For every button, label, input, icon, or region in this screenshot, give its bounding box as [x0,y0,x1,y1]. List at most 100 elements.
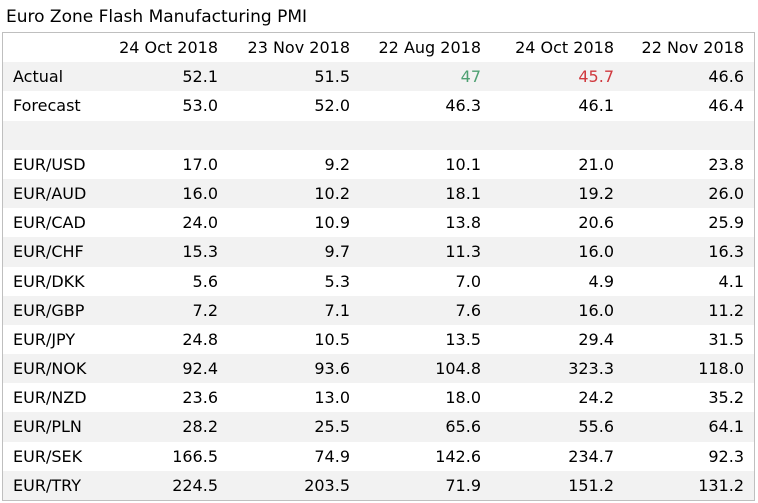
value-cell [489,121,619,150]
value-cell: 25.5 [314,417,350,437]
table-row: EUR/NZD 23.6 13.0 18.0 24.2 35.2 [3,383,754,412]
row-label: EUR/NZD [13,388,87,408]
value-cell: 7.0 [455,271,481,291]
row-label: EUR/CAD [13,213,86,233]
value-cell: 71.9 [445,475,481,495]
value-cell: 23.8 [708,154,744,174]
value-cell: 10.2 [314,183,350,203]
row-label: Actual [13,67,64,87]
table-row: Forecast 53.0 52.0 46.3 46.1 46.4 [3,91,754,120]
table-row: Actual 52.1 51.5 47 45.7 46.6 [3,62,754,92]
column-header: 24 Oct 2018 [119,38,218,57]
value-cell: 46.6 [708,67,744,87]
value-cell [356,121,489,150]
value-cell [619,121,754,150]
table-row: EUR/USD 17.0 9.2 10.1 21.0 23.8 [3,150,754,179]
value-cell: 29.4 [578,329,614,349]
value-cell: 104.8 [435,359,481,379]
value-cell: 17.0 [182,154,218,174]
value-cell: 24.2 [578,388,614,408]
value-cell: 20.6 [578,213,614,233]
value-cell: 203.5 [304,475,350,495]
value-cell: 16.0 [578,300,614,320]
value-cell: 92.3 [708,446,744,466]
value-cell: 28.2 [182,417,218,437]
value-cell: 51.5 [314,67,350,87]
value-cell: 4.9 [588,271,614,291]
row-label: EUR/CHF [13,242,84,262]
value-cell: 47 [460,67,481,87]
value-cell: 9.2 [324,154,350,174]
value-cell: 224.5 [172,475,218,495]
value-cell: 26.0 [708,183,744,203]
row-label: EUR/TRY [13,475,81,495]
value-cell: 10.5 [314,329,350,349]
value-cell: 15.3 [182,242,218,262]
value-cell: 10.1 [445,154,481,174]
value-cell: 35.2 [708,388,744,408]
table-row: EUR/PLN 28.2 25.5 65.6 55.6 64.1 [3,412,754,442]
table-title: Euro Zone Flash Manufacturing PMI [6,7,308,27]
header-corner-cell [3,33,93,62]
value-cell: 234.7 [568,446,614,466]
row-label: EUR/USD [13,154,86,174]
table-row: EUR/CHF 15.3 9.7 11.3 16.0 16.3 [3,237,754,267]
value-cell: 52.0 [314,96,350,116]
table-row: EUR/DKK 5.6 5.3 7.0 4.9 4.1 [3,267,754,296]
value-cell: 53.0 [182,96,218,116]
table-row: EUR/AUD 16.0 10.2 18.1 19.2 26.0 [3,178,754,209]
column-header: 22 Aug 2018 [378,38,482,57]
column-header: 23 Nov 2018 [247,38,350,57]
row-label: EUR/DKK [13,271,85,291]
value-cell: 11.2 [708,300,744,320]
value-cell: 166.5 [172,446,218,466]
value-cell: 118.0 [698,359,744,379]
table-row: EUR/CAD 24.0 10.9 13.8 20.6 25.9 [3,208,754,237]
value-cell: 46.4 [708,96,744,116]
value-cell: 65.6 [445,417,481,437]
value-cell: 55.6 [578,417,614,437]
value-cell: 131.2 [698,475,744,495]
value-cell: 151.2 [568,475,614,495]
column-header: 24 Oct 2018 [515,38,614,57]
value-cell: 45.7 [578,67,614,87]
table-row: EUR/SEK 166.5 74.9 142.6 234.7 92.3 [3,442,754,471]
row-label: EUR/PLN [13,417,82,437]
value-cell: 323.3 [568,359,614,379]
value-cell: 21.0 [578,154,614,174]
value-cell: 25.9 [708,213,744,233]
value-cell: 11.3 [445,242,481,262]
value-cell: 92.4 [182,359,218,379]
value-cell: 74.9 [314,446,350,466]
value-cell: 16.0 [182,183,218,203]
row-label: EUR/AUD [13,183,87,203]
value-cell: 4.1 [718,271,744,291]
value-cell: 24.8 [182,329,218,349]
value-cell: 13.0 [314,388,350,408]
value-cell: 10.9 [314,213,350,233]
value-cell: 31.5 [708,329,744,349]
table-row: EUR/NOK 92.4 93.6 104.8 323.3 118.0 [3,354,754,384]
data-table: 24 Oct 2018 23 Nov 2018 22 Aug 2018 24 Oct … [2,32,755,501]
value-cell: 7.2 [192,300,218,320]
value-cell [93,121,226,150]
row-label: EUR/NOK [13,359,87,379]
table-row: EUR/JPY 24.8 10.5 13.5 29.4 31.5 [3,325,754,354]
spacer-row [3,120,754,150]
value-cell: 13.5 [445,329,481,349]
row-label: EUR/JPY [13,329,76,349]
table-row: EUR/GBP 7.2 7.1 7.6 16.0 11.2 [3,295,754,325]
value-cell: 7.1 [324,300,350,320]
table-row: EUR/TRY 224.5 203.5 71.9 151.2 131.2 [3,470,754,500]
value-cell: 64.1 [708,417,744,437]
value-cell: 23.6 [182,388,218,408]
row-label: EUR/SEK [13,446,83,466]
row-label: Forecast [13,96,81,116]
value-cell: 5.6 [192,271,218,291]
value-cell: 13.8 [445,213,481,233]
value-cell: 93.6 [314,359,350,379]
value-cell: 19.2 [578,183,614,203]
column-header: 22 Nov 2018 [641,38,744,57]
value-cell: 9.7 [324,242,350,262]
